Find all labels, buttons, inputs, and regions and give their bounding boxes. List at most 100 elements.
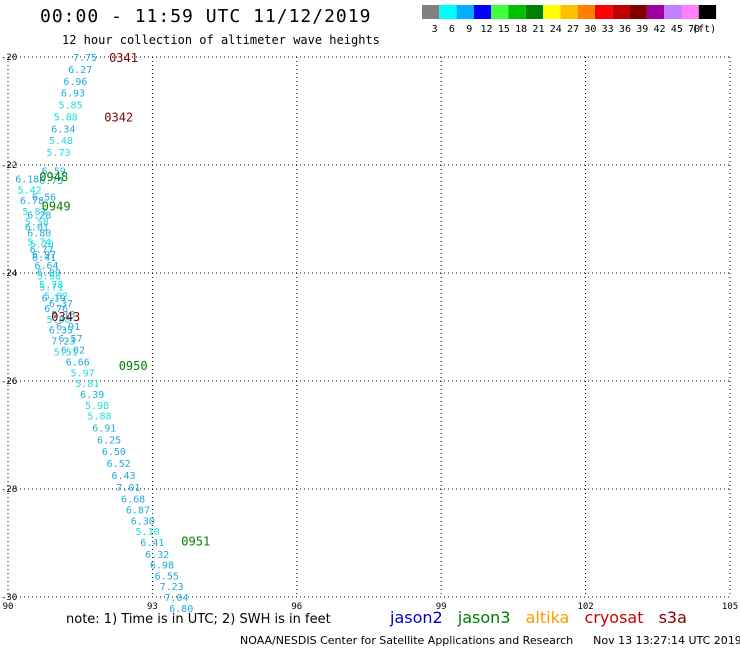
wave-height-value: 7.23 xyxy=(51,337,75,348)
wave-height-value: 5.81 xyxy=(75,379,99,390)
wave-height-value: 6.78 xyxy=(20,196,44,207)
x-tick-label: 105 xyxy=(722,602,738,612)
mission-legend: jason2 jason3 altika cryosat s3a xyxy=(390,608,697,627)
wave-height-value: 5.97 xyxy=(71,368,95,379)
pass-time-label: 0949 xyxy=(42,200,71,214)
wave-height-value: 6.32 xyxy=(145,550,169,561)
wave-height-value: 6.35 xyxy=(49,326,73,337)
wave-height-value: 6.55 xyxy=(155,571,179,582)
y-tick-label: -20 xyxy=(1,53,17,63)
wave-height-value: 6.34 xyxy=(51,124,75,135)
colorbar-swatch xyxy=(456,5,474,19)
colorbar-label: 45 xyxy=(671,24,683,35)
pass-time-label: 0951 xyxy=(181,534,210,548)
wave-height-value: 6.96 xyxy=(63,77,87,88)
colorbar-unit: (ft) xyxy=(692,24,716,35)
colorbar-label: 27 xyxy=(567,24,579,35)
wave-height-value: 6.87 xyxy=(126,506,150,517)
colorbar-swatch xyxy=(560,5,578,19)
colorbar-swatch xyxy=(595,5,613,19)
pass-time-label: 0342 xyxy=(104,110,133,124)
colorbar-label: 3 xyxy=(432,24,438,35)
wave-height-value: 6.52 xyxy=(107,459,131,470)
wave-height-value: 6.64 xyxy=(34,261,58,272)
wave-height-value: 6.93 xyxy=(61,89,85,100)
colorbar-swatch xyxy=(508,5,526,19)
colorbar-swatch xyxy=(612,5,630,19)
colorbar-swatch xyxy=(422,5,440,19)
pass-time-label: 0341 xyxy=(109,51,138,65)
wave-height-value: 6.75 xyxy=(39,176,63,187)
note-text: note: 1) Time is in UTC; 2) SWH is in fe… xyxy=(66,612,331,627)
y-tick-label: -28 xyxy=(1,485,17,495)
wave-height-value: 6.68 xyxy=(121,495,145,506)
credit-text: NOAA/NESDIS Center for Satellite Applica… xyxy=(240,634,574,647)
wave-height-value: 5.83 xyxy=(22,207,46,218)
x-tick-label: 93 xyxy=(147,602,158,612)
wave-height-value: 5.48 xyxy=(49,136,73,147)
wave-height-value: 5.98 xyxy=(37,272,61,283)
wave-height-value: 7.01 xyxy=(116,483,140,494)
wave-height-value: 5.73 xyxy=(46,148,70,159)
wave-height-value: 6.91 xyxy=(92,423,116,434)
colorbar-swatch xyxy=(681,5,699,19)
wave-height-value: 5.74 xyxy=(27,238,51,249)
colorbar-swatch xyxy=(629,5,647,19)
colorbar-swatch xyxy=(491,5,509,19)
colorbar-swatch xyxy=(473,5,492,19)
colorbar-swatch xyxy=(646,5,665,19)
wave-height-value: 6.59 xyxy=(42,166,66,177)
x-tick-label: 96 xyxy=(291,602,302,612)
colorbar-label: 18 xyxy=(515,24,527,35)
wave-height-value: 6.37 xyxy=(49,299,73,310)
colorbar-label: 6 xyxy=(449,24,455,35)
wave-height-value: 6.09 xyxy=(37,268,61,279)
colorbar-label: 33 xyxy=(602,24,614,35)
colorbar-label: 12 xyxy=(481,24,493,35)
y-tick-label: -22 xyxy=(1,161,17,171)
x-tick-label: 102 xyxy=(577,602,593,612)
legend-jason2: jason2 xyxy=(390,608,443,627)
color-scale-legend: 3 6 9 12 15 18 21 24 27 30 33 36 39 42 45 70(ft) xyxy=(422,5,716,35)
page-title: 00:00 - 11:59 UTC 11/12/2019 xyxy=(40,6,372,27)
legend-altika: altika xyxy=(525,608,570,627)
wave-height-value: 6.76 xyxy=(44,304,68,315)
wave-height-value: 6.77 xyxy=(30,245,54,256)
wave-height-value: 5.88 xyxy=(87,412,111,423)
wave-height-value: 5.98 xyxy=(85,401,109,412)
colorbar-swatch xyxy=(664,5,682,19)
colorbar-label: 30 xyxy=(584,24,596,35)
colorbar-label: 9 xyxy=(466,24,472,35)
colorbar-swatch xyxy=(577,5,595,19)
wave-height-value: 5.82 xyxy=(44,292,68,303)
wave-height-value: 6.13 xyxy=(51,310,75,321)
colorbar-label: 36 xyxy=(619,24,631,35)
wave-height-value: 6.57 xyxy=(59,334,83,345)
wave-height-value: 6.18 xyxy=(15,175,39,186)
wave-height-value: 5.51 xyxy=(54,347,78,358)
wave-height-value: 6.19 xyxy=(42,293,66,304)
wave-height-value: 5.10 xyxy=(136,527,160,538)
wave-height-value: 6.30 xyxy=(131,516,155,527)
wave-height-value: 5.70 xyxy=(30,239,54,250)
colorbar-label: 15 xyxy=(498,24,510,35)
wave-height-value: 6.80 xyxy=(27,229,51,240)
wave-height-value: 6.97 xyxy=(32,250,56,261)
credit-line: NOAA/NESDIS Center for Satellite Applica… xyxy=(240,634,740,647)
wave-height-value: 6.80 xyxy=(169,604,193,615)
legend-s3a: s3a xyxy=(658,608,687,627)
y-tick-label: -30 xyxy=(1,593,17,603)
wave-height-value: 6.91 xyxy=(56,322,80,333)
wave-height-value: 7.75 xyxy=(73,53,97,64)
wave-height-value: 6.43 xyxy=(111,471,135,482)
wave-height-value: 6.28 xyxy=(27,211,51,222)
wave-height-value: 5.88 xyxy=(54,112,78,123)
x-tick-label: 99 xyxy=(436,602,447,612)
wave-height-value: 5.78 xyxy=(39,280,63,291)
pass-time-label: 0948 xyxy=(39,170,68,184)
wave-height-value: 5.42 xyxy=(18,185,42,196)
y-tick-label: -26 xyxy=(1,377,17,387)
wave-height-value: 6.41 xyxy=(32,253,56,264)
colorbar-swatch xyxy=(543,5,561,19)
